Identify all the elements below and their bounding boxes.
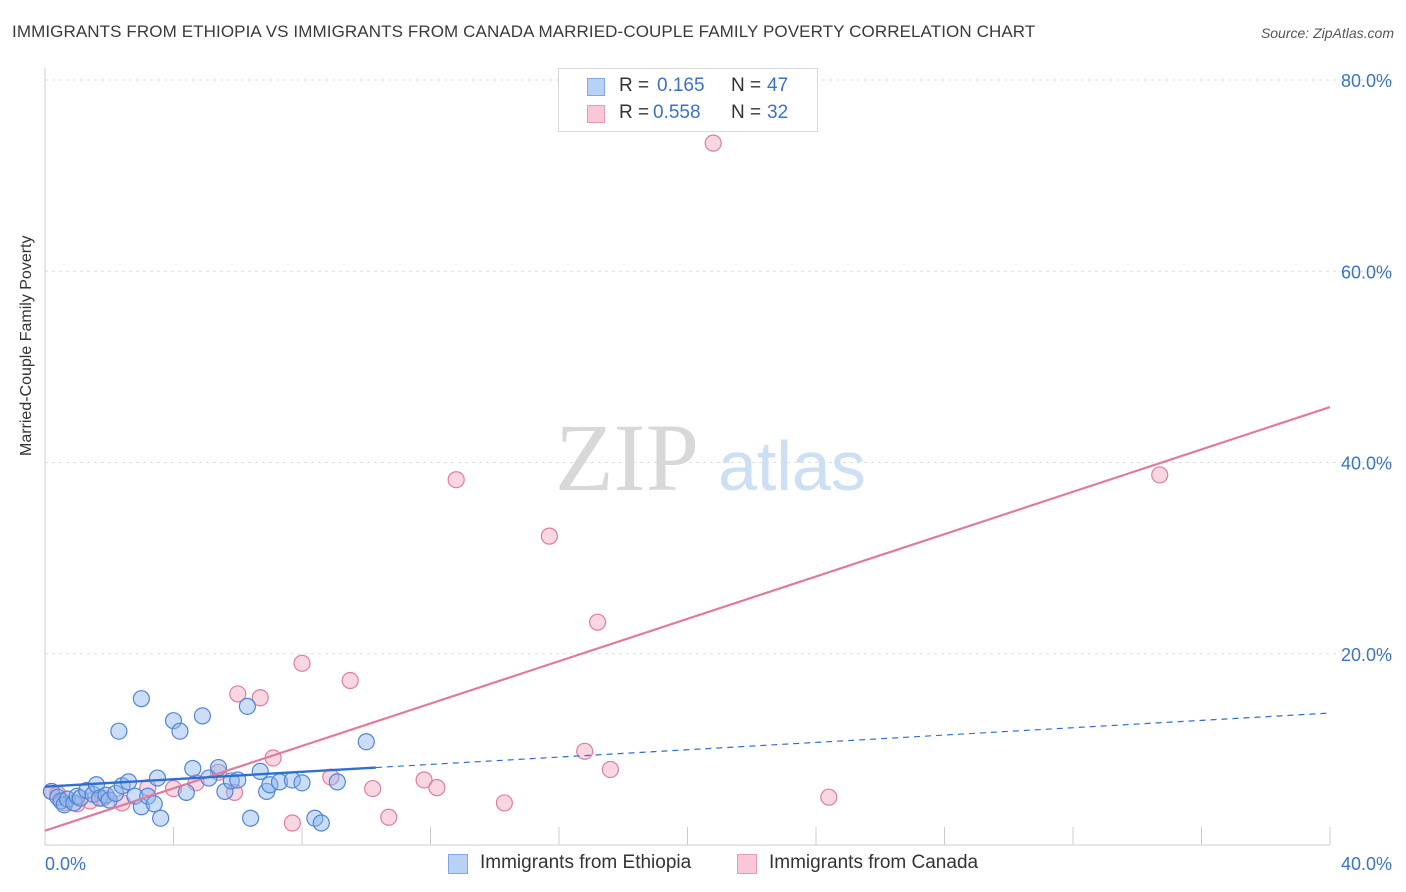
ethiopia-trend-line bbox=[44, 766, 376, 788]
legend-label-canada: Immigrants from Canada bbox=[769, 852, 979, 873]
x-tick-label: 0.0% bbox=[45, 854, 86, 874]
ethiopia-point bbox=[328, 773, 346, 791]
ethiopia-point bbox=[145, 795, 163, 813]
ethiopia-point bbox=[132, 690, 150, 708]
n-value: 32 bbox=[767, 102, 789, 123]
source-label: Source: ZipAtlas.com bbox=[1260, 25, 1394, 41]
watermark-zip: ZIP bbox=[555, 404, 699, 511]
y-tick-label: 40.0% bbox=[1341, 454, 1392, 474]
r-label: R = bbox=[619, 102, 650, 123]
canada-point bbox=[704, 134, 722, 152]
stats-legend: R = 0.165 N = 47 R = 0.558 N = 32 bbox=[558, 68, 818, 132]
x-tick-label: 40.0% bbox=[1341, 854, 1392, 874]
canada-point bbox=[283, 814, 301, 832]
ethiopia-point bbox=[152, 809, 170, 827]
legend-label-ethiopia: Immigrants from Ethiopia bbox=[480, 852, 692, 873]
ethiopia-point bbox=[238, 697, 256, 715]
canada-point bbox=[293, 654, 311, 672]
ethiopia-point bbox=[171, 722, 189, 740]
ethiopia-swatch bbox=[587, 78, 605, 96]
ethiopia-trend-dashed bbox=[375, 712, 1331, 769]
ethiopia-point bbox=[216, 782, 234, 801]
y-tick-label: 20.0% bbox=[1341, 645, 1392, 665]
watermark-atlas: atlas bbox=[718, 427, 866, 505]
axes bbox=[44, 68, 1331, 846]
ethiopia-point bbox=[110, 722, 128, 740]
n-label: N = bbox=[731, 102, 762, 123]
ethiopia-point bbox=[357, 733, 375, 751]
watermark: ZIP atlas bbox=[555, 404, 866, 511]
ethiopia-point bbox=[293, 774, 311, 792]
canada-point bbox=[447, 471, 465, 489]
canada-point bbox=[415, 771, 433, 789]
ethiopia-legend-swatch bbox=[448, 854, 468, 874]
series-ethiopia bbox=[42, 690, 375, 832]
ethiopia-point bbox=[100, 791, 118, 809]
n-label: N = bbox=[731, 75, 762, 96]
y-tick-label: 60.0% bbox=[1341, 262, 1392, 282]
trend-lines bbox=[44, 405, 1331, 832]
canada-point bbox=[341, 671, 359, 690]
chart-title: IMMIGRANTS FROM ETHIOPIA VS IMMIGRANTS F… bbox=[12, 22, 1036, 41]
ethiopia-point bbox=[312, 814, 330, 832]
canada-point bbox=[229, 685, 247, 703]
ethiopia-point bbox=[164, 712, 183, 730]
ethiopia-point bbox=[184, 759, 202, 778]
ethiopia-point bbox=[251, 762, 269, 780]
canada-point bbox=[588, 613, 607, 631]
canada-point bbox=[601, 760, 620, 779]
canada-point bbox=[364, 779, 382, 798]
ethiopia-point bbox=[148, 769, 167, 787]
r-label: R = bbox=[619, 75, 650, 96]
ethiopia-point bbox=[242, 809, 260, 827]
r-value: 0.558 bbox=[653, 102, 701, 123]
canada-swatch bbox=[587, 105, 605, 123]
n-value: 47 bbox=[767, 75, 789, 96]
canada-point bbox=[380, 808, 398, 826]
r-value: 0.165 bbox=[657, 75, 705, 96]
tick-labels: 20.0% 40.0% 60.0% 80.0% 0.0% 40.0% bbox=[45, 71, 1392, 874]
y-axis-label: Married-Couple Family Poverty bbox=[18, 235, 35, 456]
canada-point bbox=[428, 779, 446, 797]
y-tick-label: 80.0% bbox=[1341, 71, 1392, 91]
canada-point bbox=[251, 689, 269, 707]
ethiopia-point bbox=[261, 776, 279, 794]
canada-point bbox=[576, 742, 594, 760]
grid-lines bbox=[45, 79, 1392, 655]
canada-point bbox=[1151, 466, 1169, 484]
canada-point bbox=[540, 527, 558, 545]
canada-point bbox=[820, 788, 838, 806]
canada-point bbox=[495, 794, 513, 812]
canada-legend-swatch bbox=[737, 854, 757, 874]
canada-trend-line bbox=[44, 405, 1331, 832]
ethiopia-point bbox=[193, 707, 212, 725]
